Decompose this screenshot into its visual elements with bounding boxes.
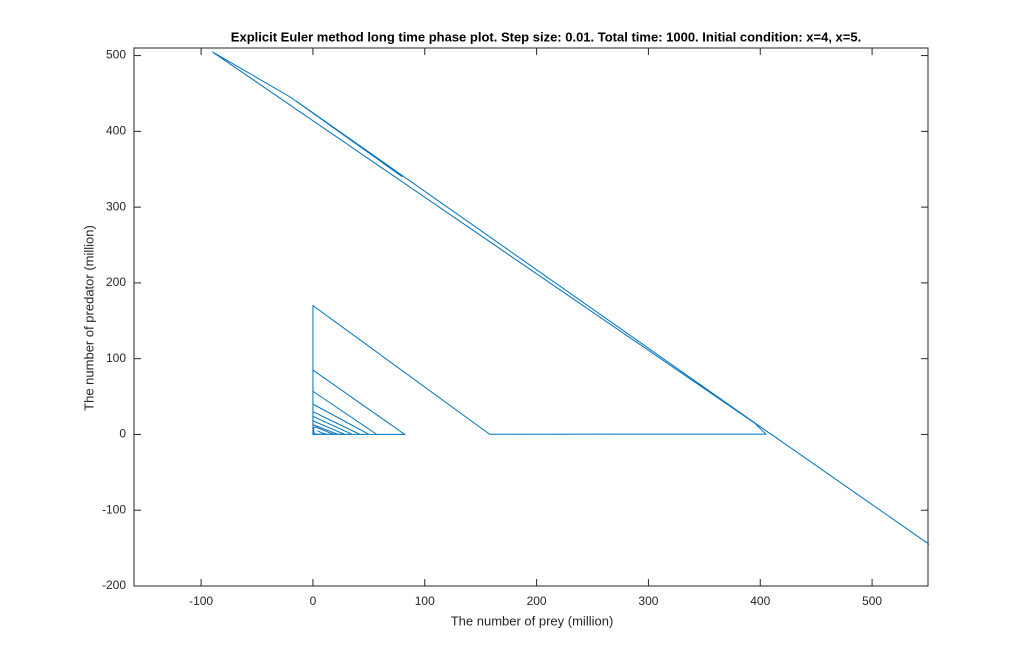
y-tick-label: 400 [106, 124, 126, 138]
y-tick-label: -100 [102, 502, 126, 516]
x-tick-label: 400 [750, 594, 770, 608]
y-tick-label: 200 [106, 275, 126, 289]
axes-box [133, 47, 929, 587]
y-axis-label: The number of predator (million) [81, 225, 96, 411]
x-tick-label: -100 [189, 594, 213, 608]
x-axis-label: The number of prey (million) [451, 613, 614, 628]
y-tick-label: 0 [119, 427, 126, 441]
x-tick-label: 500 [862, 594, 882, 608]
y-tick-label: -200 [102, 578, 126, 592]
y-tick-label: 300 [106, 199, 126, 213]
x-tick-label: 300 [638, 594, 658, 608]
x-tick-label: 100 [415, 594, 435, 608]
x-tick-label: 0 [310, 594, 317, 608]
x-tick-label: 200 [527, 594, 547, 608]
y-tick-label: 100 [106, 351, 126, 365]
data-line [211, 51, 930, 545]
chart-title: Explicit Euler method long time phase pl… [231, 29, 861, 44]
y-tick-label: 500 [106, 48, 126, 62]
